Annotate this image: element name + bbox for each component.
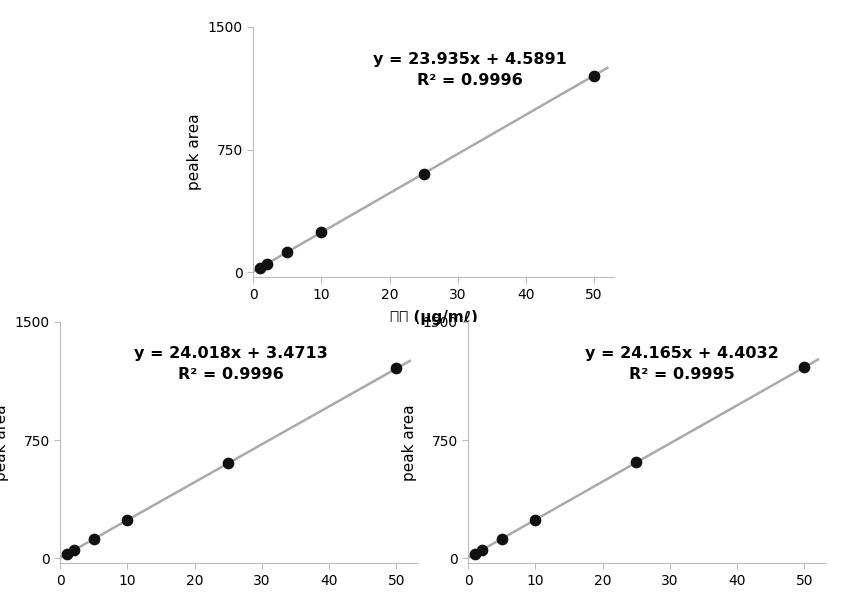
Point xyxy=(253,263,267,272)
Text: y = 23.935x + 4.5891
R² = 0.9996: y = 23.935x + 4.5891 R² = 0.9996 xyxy=(373,52,567,88)
Point xyxy=(390,364,404,373)
Y-axis label: peak area: peak area xyxy=(187,114,203,190)
Y-axis label: peak area: peak area xyxy=(0,404,9,481)
Point xyxy=(630,458,643,467)
Point xyxy=(468,549,482,558)
Point xyxy=(60,550,74,559)
Point xyxy=(495,534,509,544)
Point xyxy=(314,228,328,237)
Point xyxy=(587,71,600,80)
Point xyxy=(528,515,542,524)
Point xyxy=(260,259,274,268)
Y-axis label: peak area: peak area xyxy=(402,404,417,481)
X-axis label: 농도 (μg/mℓ): 농도 (μg/mℓ) xyxy=(390,310,478,325)
Point xyxy=(281,247,295,257)
Point xyxy=(798,362,812,372)
Point xyxy=(417,169,430,178)
Point xyxy=(475,545,489,555)
Point xyxy=(222,458,235,468)
Point xyxy=(120,516,134,525)
Point xyxy=(67,545,81,555)
Point xyxy=(87,534,101,544)
Text: y = 24.165x + 4.4032
R² = 0.9995: y = 24.165x + 4.4032 R² = 0.9995 xyxy=(585,346,779,382)
Text: y = 24.018x + 3.4713
R² = 0.9996: y = 24.018x + 3.4713 R² = 0.9996 xyxy=(134,346,328,382)
